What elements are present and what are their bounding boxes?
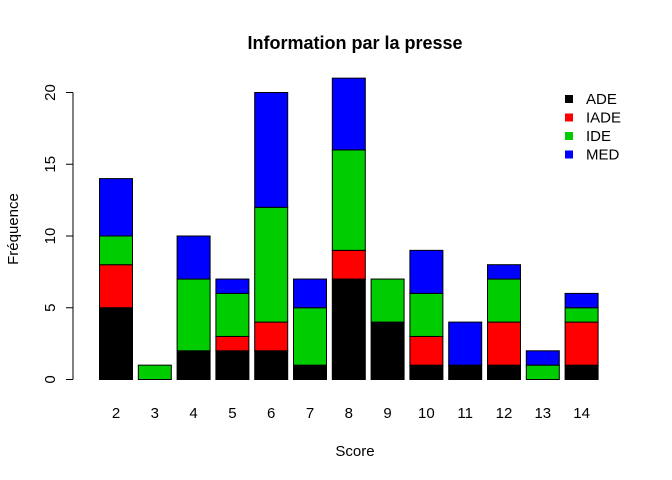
bar-segment-med xyxy=(215,278,250,294)
legend-label-iade: IADE xyxy=(586,110,621,127)
bar-segment-med xyxy=(293,278,327,309)
chart-title: Information par la presse xyxy=(247,33,462,53)
legend-swatch-med xyxy=(565,150,573,159)
bar-segment-ade xyxy=(370,321,405,381)
bars xyxy=(99,77,599,381)
x-tick-label: 7 xyxy=(306,405,314,422)
bar-segment-iade xyxy=(99,264,133,309)
bar-segment-med xyxy=(409,249,444,294)
bar-segment-ade xyxy=(99,307,133,380)
bar-segment-ade xyxy=(564,364,599,380)
y-axis: 0 5 10 15 20 xyxy=(42,84,74,384)
bar-segment-med xyxy=(331,77,366,151)
x-tick-label: 5 xyxy=(228,405,236,422)
legend-swatch-ide xyxy=(565,132,573,140)
bar-segment-ade xyxy=(176,350,211,380)
bar-segment-ide xyxy=(293,307,327,366)
bar-segment-ade xyxy=(409,364,444,380)
legend-label-ade: ADE xyxy=(586,91,617,108)
bar-segment-iade xyxy=(215,335,250,352)
bar-segment-ade xyxy=(487,364,521,380)
bar-segment-iade xyxy=(564,321,599,366)
bar-segment-med xyxy=(564,292,599,309)
x-tick-label: 13 xyxy=(534,405,551,422)
bar-segment-med xyxy=(99,178,133,237)
bar-segment-ide xyxy=(409,292,444,337)
bar-segment-iade xyxy=(254,321,289,352)
x-tick-label: 4 xyxy=(189,405,197,422)
y-tick-label: 15 xyxy=(42,156,59,173)
legend-label-ide: IDE xyxy=(586,128,611,145)
bar-segment-ide xyxy=(176,278,211,352)
bar-segment-ide xyxy=(487,278,521,323)
x-tick-label: 11 xyxy=(457,405,473,422)
bar-segment-ide xyxy=(99,235,133,266)
bar-segment-ide xyxy=(137,364,172,380)
bar-segment-ade xyxy=(254,350,289,380)
bar-segment-med xyxy=(525,350,560,366)
y-tick-label: 10 xyxy=(42,228,59,245)
legend-swatch-ade xyxy=(565,95,573,103)
bar-segment-med xyxy=(176,235,211,280)
y-tick-label: 0 xyxy=(42,375,59,383)
bar-segment-ade xyxy=(293,364,327,380)
x-tick-label: 8 xyxy=(345,405,353,422)
x-tick-label: 2 xyxy=(112,405,120,422)
bar-segment-ide xyxy=(215,292,250,337)
x-tick-label: 14 xyxy=(573,405,590,422)
x-tick-label: 3 xyxy=(151,405,159,422)
x-axis-label: Score xyxy=(335,443,374,460)
bar-segment-ide xyxy=(525,364,560,380)
y-tick-label: 5 xyxy=(42,304,59,312)
bar-segment-ide xyxy=(331,149,366,251)
legend-label-med: MED xyxy=(586,147,620,164)
bar-segment-ade xyxy=(331,278,366,380)
bar-segment-med xyxy=(254,92,289,208)
bar-segment-ide xyxy=(564,307,599,323)
x-tick-label: 12 xyxy=(496,405,513,422)
bar-segment-med xyxy=(448,321,483,366)
bar-segment-iade xyxy=(487,321,521,366)
bar-segment-iade xyxy=(331,249,366,280)
bar-segment-ide xyxy=(370,278,405,323)
bar-segment-ade xyxy=(215,350,250,380)
x-tick-label: 10 xyxy=(418,405,435,422)
x-tick-label: 9 xyxy=(383,405,391,422)
bar-segment-med xyxy=(487,264,521,280)
y-axis-label: Fréquence xyxy=(5,193,22,265)
y-tick-label: 20 xyxy=(42,84,59,101)
bar-segment-ide xyxy=(254,206,289,323)
bar-segment-ade xyxy=(448,364,483,380)
x-axis: 2 3 4 5 6 7 8 9 10 11 12 13 14 xyxy=(112,405,590,422)
legend-swatch-iade xyxy=(565,113,573,122)
x-tick-label: 6 xyxy=(267,405,275,422)
bar-segment-iade xyxy=(409,335,444,366)
